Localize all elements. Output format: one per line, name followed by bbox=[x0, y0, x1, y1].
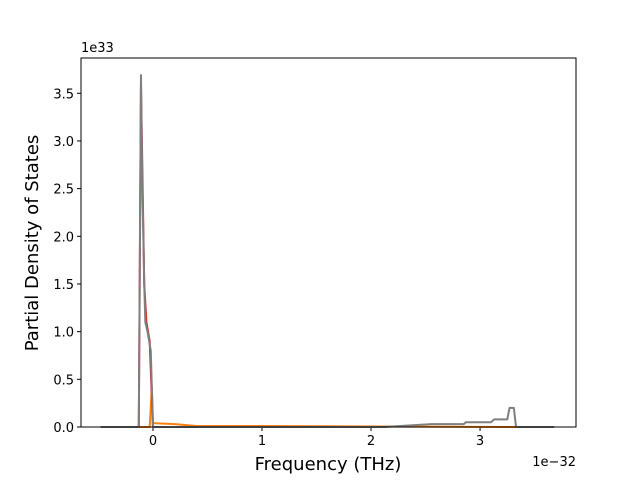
y-tick-label: 3.5 bbox=[53, 87, 74, 102]
x-axis-label: Frequency (THz) bbox=[255, 454, 402, 475]
y-axis-label: Partial Density of States bbox=[22, 135, 43, 352]
plot-frame bbox=[80, 57, 577, 428]
y-tick-label: 1.0 bbox=[53, 326, 74, 341]
y-tick-label: 1.5 bbox=[53, 278, 74, 293]
line bbox=[100, 74, 555, 428]
y-tick-label: 2.0 bbox=[53, 230, 74, 245]
line bbox=[138, 385, 519, 428]
x-tick-label: 2 bbox=[367, 434, 375, 449]
x-tick-label: 0 bbox=[149, 434, 157, 449]
y-tick-label: 2.5 bbox=[53, 183, 74, 198]
y-offset-label: 1e33 bbox=[81, 41, 114, 56]
x-tick-label: 3 bbox=[476, 434, 484, 449]
x-tick-label: 1 bbox=[258, 434, 266, 449]
x-offset-label: 1e−32 bbox=[532, 455, 576, 470]
y-tick-label: 0.0 bbox=[53, 421, 74, 436]
y-tick-label: 0.5 bbox=[53, 373, 74, 388]
y-tick-label: 3.0 bbox=[53, 135, 74, 150]
